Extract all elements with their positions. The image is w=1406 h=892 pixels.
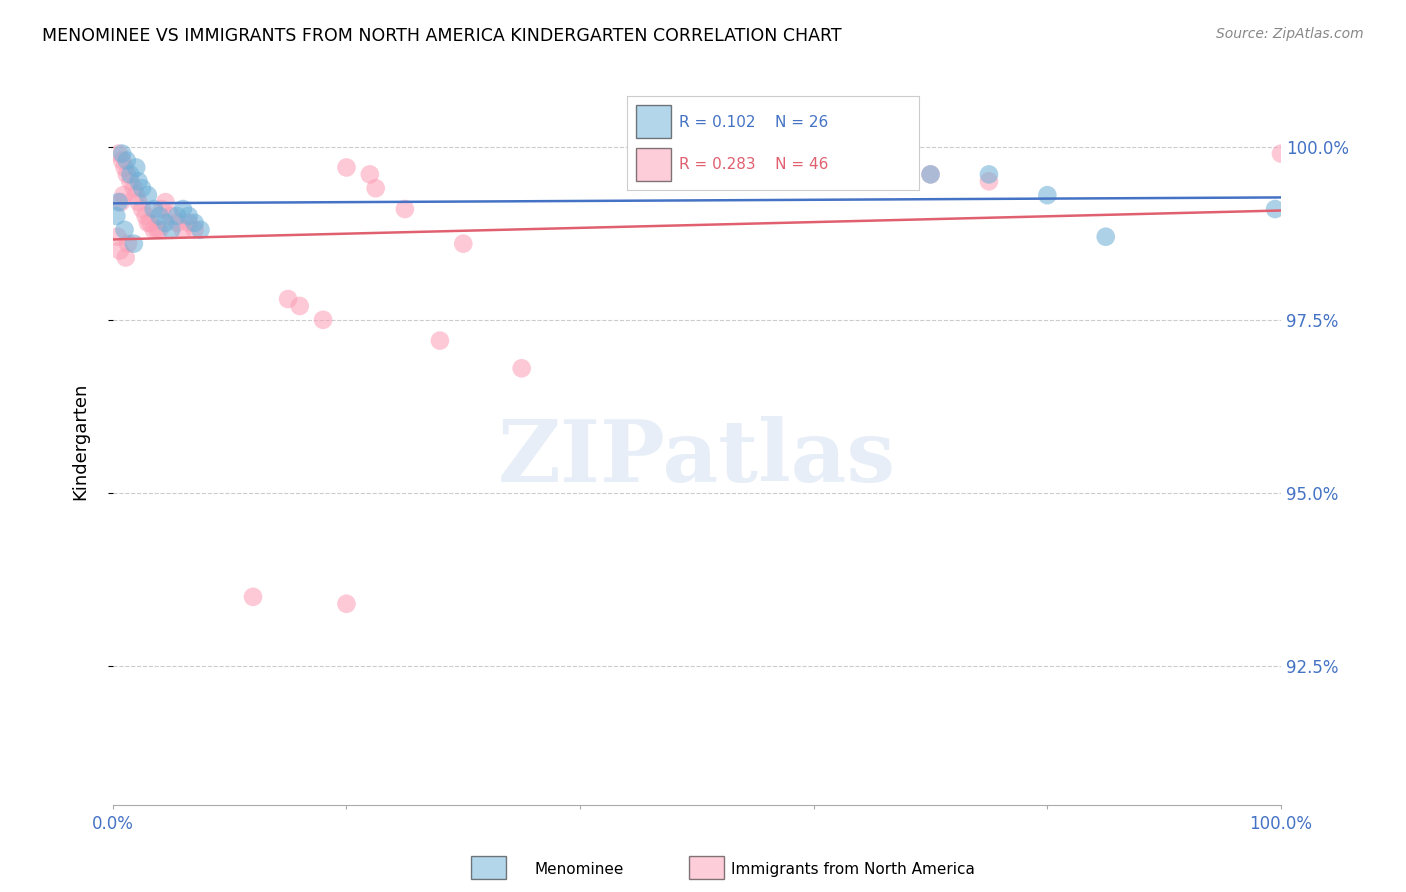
Point <box>394 202 416 216</box>
Point <box>120 174 142 188</box>
Point <box>107 195 129 210</box>
Point <box>920 168 942 182</box>
Point <box>364 181 387 195</box>
Point <box>115 168 138 182</box>
Text: 100.0%: 100.0% <box>1250 815 1312 833</box>
Point <box>155 195 177 210</box>
Point <box>150 202 173 216</box>
Point <box>172 202 194 216</box>
Text: Immigrants from North America: Immigrants from North America <box>731 863 974 877</box>
Point <box>860 168 883 182</box>
Point <box>117 236 139 251</box>
Point <box>453 236 475 251</box>
Point <box>183 216 205 230</box>
Point <box>1036 188 1059 202</box>
Point <box>335 161 357 175</box>
Point <box>114 251 136 265</box>
Point <box>148 223 170 237</box>
Point <box>977 174 1000 188</box>
Point <box>114 161 136 175</box>
Point <box>139 216 162 230</box>
Point <box>359 168 381 182</box>
Point <box>128 195 150 210</box>
Point <box>1264 202 1286 216</box>
Point <box>110 195 132 210</box>
Point <box>107 229 129 244</box>
Point <box>429 334 451 348</box>
Point <box>166 216 188 230</box>
Point <box>190 223 212 237</box>
Point <box>177 216 200 230</box>
Point <box>242 590 264 604</box>
Point <box>160 223 183 237</box>
Point <box>335 597 357 611</box>
Point <box>288 299 311 313</box>
Point <box>111 153 134 168</box>
Point <box>107 146 129 161</box>
Point <box>105 209 128 223</box>
Text: ZIPatlas: ZIPatlas <box>498 417 896 500</box>
Point <box>177 209 200 223</box>
Point <box>136 216 159 230</box>
Point <box>120 168 142 182</box>
Point <box>148 209 170 223</box>
Point <box>111 146 134 161</box>
Point <box>860 174 883 188</box>
Text: MENOMINEE VS IMMIGRANTS FROM NORTH AMERICA KINDERGARTEN CORRELATION CHART: MENOMINEE VS IMMIGRANTS FROM NORTH AMERI… <box>42 27 842 45</box>
Point <box>114 223 136 237</box>
Point <box>160 209 183 223</box>
Point <box>510 361 533 376</box>
Point <box>920 168 942 182</box>
Y-axis label: Kindergarten: Kindergarten <box>72 383 89 500</box>
Point <box>142 202 165 216</box>
Point <box>136 188 159 202</box>
Point <box>122 236 145 251</box>
Point <box>115 153 138 168</box>
Point <box>131 202 153 216</box>
Point <box>135 209 157 223</box>
Point <box>122 181 145 195</box>
Text: Source: ZipAtlas.com: Source: ZipAtlas.com <box>1216 27 1364 41</box>
Point <box>277 292 299 306</box>
Point <box>803 161 825 175</box>
Point <box>155 216 177 230</box>
Point <box>125 161 148 175</box>
Text: 0.0%: 0.0% <box>91 815 134 833</box>
Point <box>146 223 169 237</box>
Point <box>125 188 148 202</box>
Point <box>108 244 131 258</box>
Point <box>1270 146 1292 161</box>
Point <box>112 188 135 202</box>
Point <box>142 223 165 237</box>
Point <box>172 223 194 237</box>
Point <box>1094 229 1116 244</box>
Point <box>183 223 205 237</box>
Point <box>977 168 1000 182</box>
Text: Menominee: Menominee <box>534 863 624 877</box>
Point <box>166 209 188 223</box>
Point <box>128 174 150 188</box>
Point <box>312 313 335 327</box>
Point <box>131 181 153 195</box>
